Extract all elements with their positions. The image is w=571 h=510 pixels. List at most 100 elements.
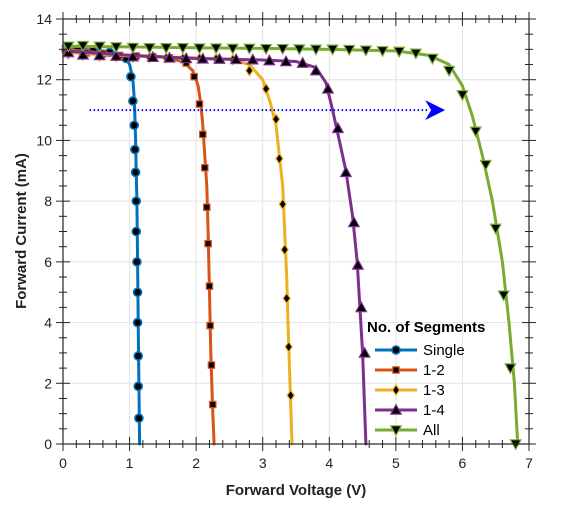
data-point-marker <box>279 55 293 67</box>
data-point-marker <box>196 52 210 64</box>
data-point-marker <box>243 43 256 55</box>
data-point-marker <box>226 43 240 55</box>
data-point-marker <box>131 226 142 237</box>
data-point-marker <box>245 64 254 77</box>
data-point-marker <box>339 165 353 178</box>
data-point-marker <box>359 45 373 57</box>
data-point-marker <box>93 48 106 61</box>
data-point-marker <box>246 53 259 65</box>
series-layer <box>61 40 522 451</box>
data-point-marker <box>76 48 90 60</box>
legend-label: All <box>423 422 440 439</box>
y-tick-label: 0 <box>44 436 52 452</box>
data-point-marker <box>392 366 400 374</box>
data-point-marker <box>309 64 323 76</box>
x-tick-label: 1 <box>126 455 134 471</box>
data-point-marker <box>469 126 483 138</box>
data-point-marker <box>206 321 214 330</box>
legend-label: 1-3 <box>423 382 445 399</box>
x-tick-label: 3 <box>259 455 267 471</box>
data-point-marker <box>190 72 198 81</box>
data-point-marker <box>176 43 190 55</box>
series-1-4 <box>61 45 371 446</box>
data-point-marker <box>275 152 284 165</box>
legend-title: No. of Segments <box>367 319 485 336</box>
data-point-marker <box>213 52 226 64</box>
data-point-marker <box>159 43 173 55</box>
x-tick-label: 5 <box>392 455 400 471</box>
legend: No. of Segments Single 1-2 1-3 1-4 All <box>367 319 485 439</box>
data-point-marker <box>133 381 144 392</box>
data-point-marker <box>351 258 365 270</box>
data-point-marker <box>426 53 439 65</box>
y-tick-label: 14 <box>36 11 52 27</box>
y-tick-label: 4 <box>44 315 52 331</box>
data-point-marker <box>497 290 510 302</box>
data-point-marker <box>276 43 289 56</box>
data-point-marker <box>391 345 401 355</box>
data-point-marker <box>109 42 123 54</box>
data-point-marker <box>389 403 403 415</box>
data-point-marker <box>109 49 123 61</box>
y-tick-label: 2 <box>44 375 52 391</box>
x-tick-label: 6 <box>459 455 467 471</box>
y-tick-label: 12 <box>36 72 52 88</box>
data-point-marker <box>163 51 176 63</box>
data-point-marker <box>201 164 209 172</box>
data-point-marker <box>129 120 140 131</box>
data-point-marker <box>280 243 289 256</box>
data-point-marker <box>271 113 281 126</box>
y-axis-title: Forward Current (mA) <box>13 153 30 309</box>
data-point-marker <box>347 215 361 228</box>
data-point-marker <box>261 82 271 95</box>
data-point-marker <box>76 40 90 53</box>
legend-label: 1-4 <box>423 402 445 419</box>
data-point-marker <box>263 54 276 66</box>
data-point-marker <box>259 43 273 56</box>
data-point-marker <box>146 50 160 63</box>
data-point-marker <box>321 82 335 94</box>
data-point-marker <box>342 44 356 57</box>
data-point-marker <box>489 223 502 235</box>
data-point-marker <box>199 130 207 139</box>
data-point-marker <box>179 51 193 64</box>
data-point-marker <box>195 100 204 108</box>
data-point-marker <box>296 56 309 68</box>
data-point-marker <box>391 383 401 397</box>
data-point-marker <box>126 50 140 62</box>
data-point-marker <box>205 282 214 290</box>
data-point-marker <box>504 363 517 375</box>
data-point-marker <box>143 43 156 55</box>
data-point-marker <box>132 257 142 267</box>
data-point-marker <box>479 159 492 172</box>
data-point-marker <box>278 198 287 211</box>
data-point-marker <box>376 46 389 58</box>
data-point-marker <box>133 351 144 361</box>
legend-item: 1-4 <box>375 402 445 419</box>
legend-label: 1-2 <box>423 362 445 379</box>
data-point-marker <box>354 300 368 313</box>
series-all <box>61 40 522 451</box>
data-point-marker <box>229 52 243 65</box>
legend-label: Single <box>423 342 465 359</box>
data-point-marker <box>442 65 456 78</box>
x-tick-label: 4 <box>325 455 333 471</box>
legend-item: Single <box>375 342 465 359</box>
data-point-marker <box>134 413 144 423</box>
data-point-marker <box>284 340 293 353</box>
data-point-marker <box>126 42 140 55</box>
data-point-marker <box>209 43 223 55</box>
x-tick-label: 7 <box>525 455 533 471</box>
data-point-marker <box>131 196 142 206</box>
data-point-marker <box>293 44 306 56</box>
data-point-marker <box>331 121 345 134</box>
data-point-marker <box>392 46 406 58</box>
data-point-marker <box>282 292 291 305</box>
x-axis-title: Forward Voltage (V) <box>226 482 367 499</box>
data-point-marker <box>130 167 141 178</box>
x-tick-label: 0 <box>59 455 67 471</box>
data-point-marker <box>409 48 423 60</box>
data-point-marker <box>456 90 469 102</box>
